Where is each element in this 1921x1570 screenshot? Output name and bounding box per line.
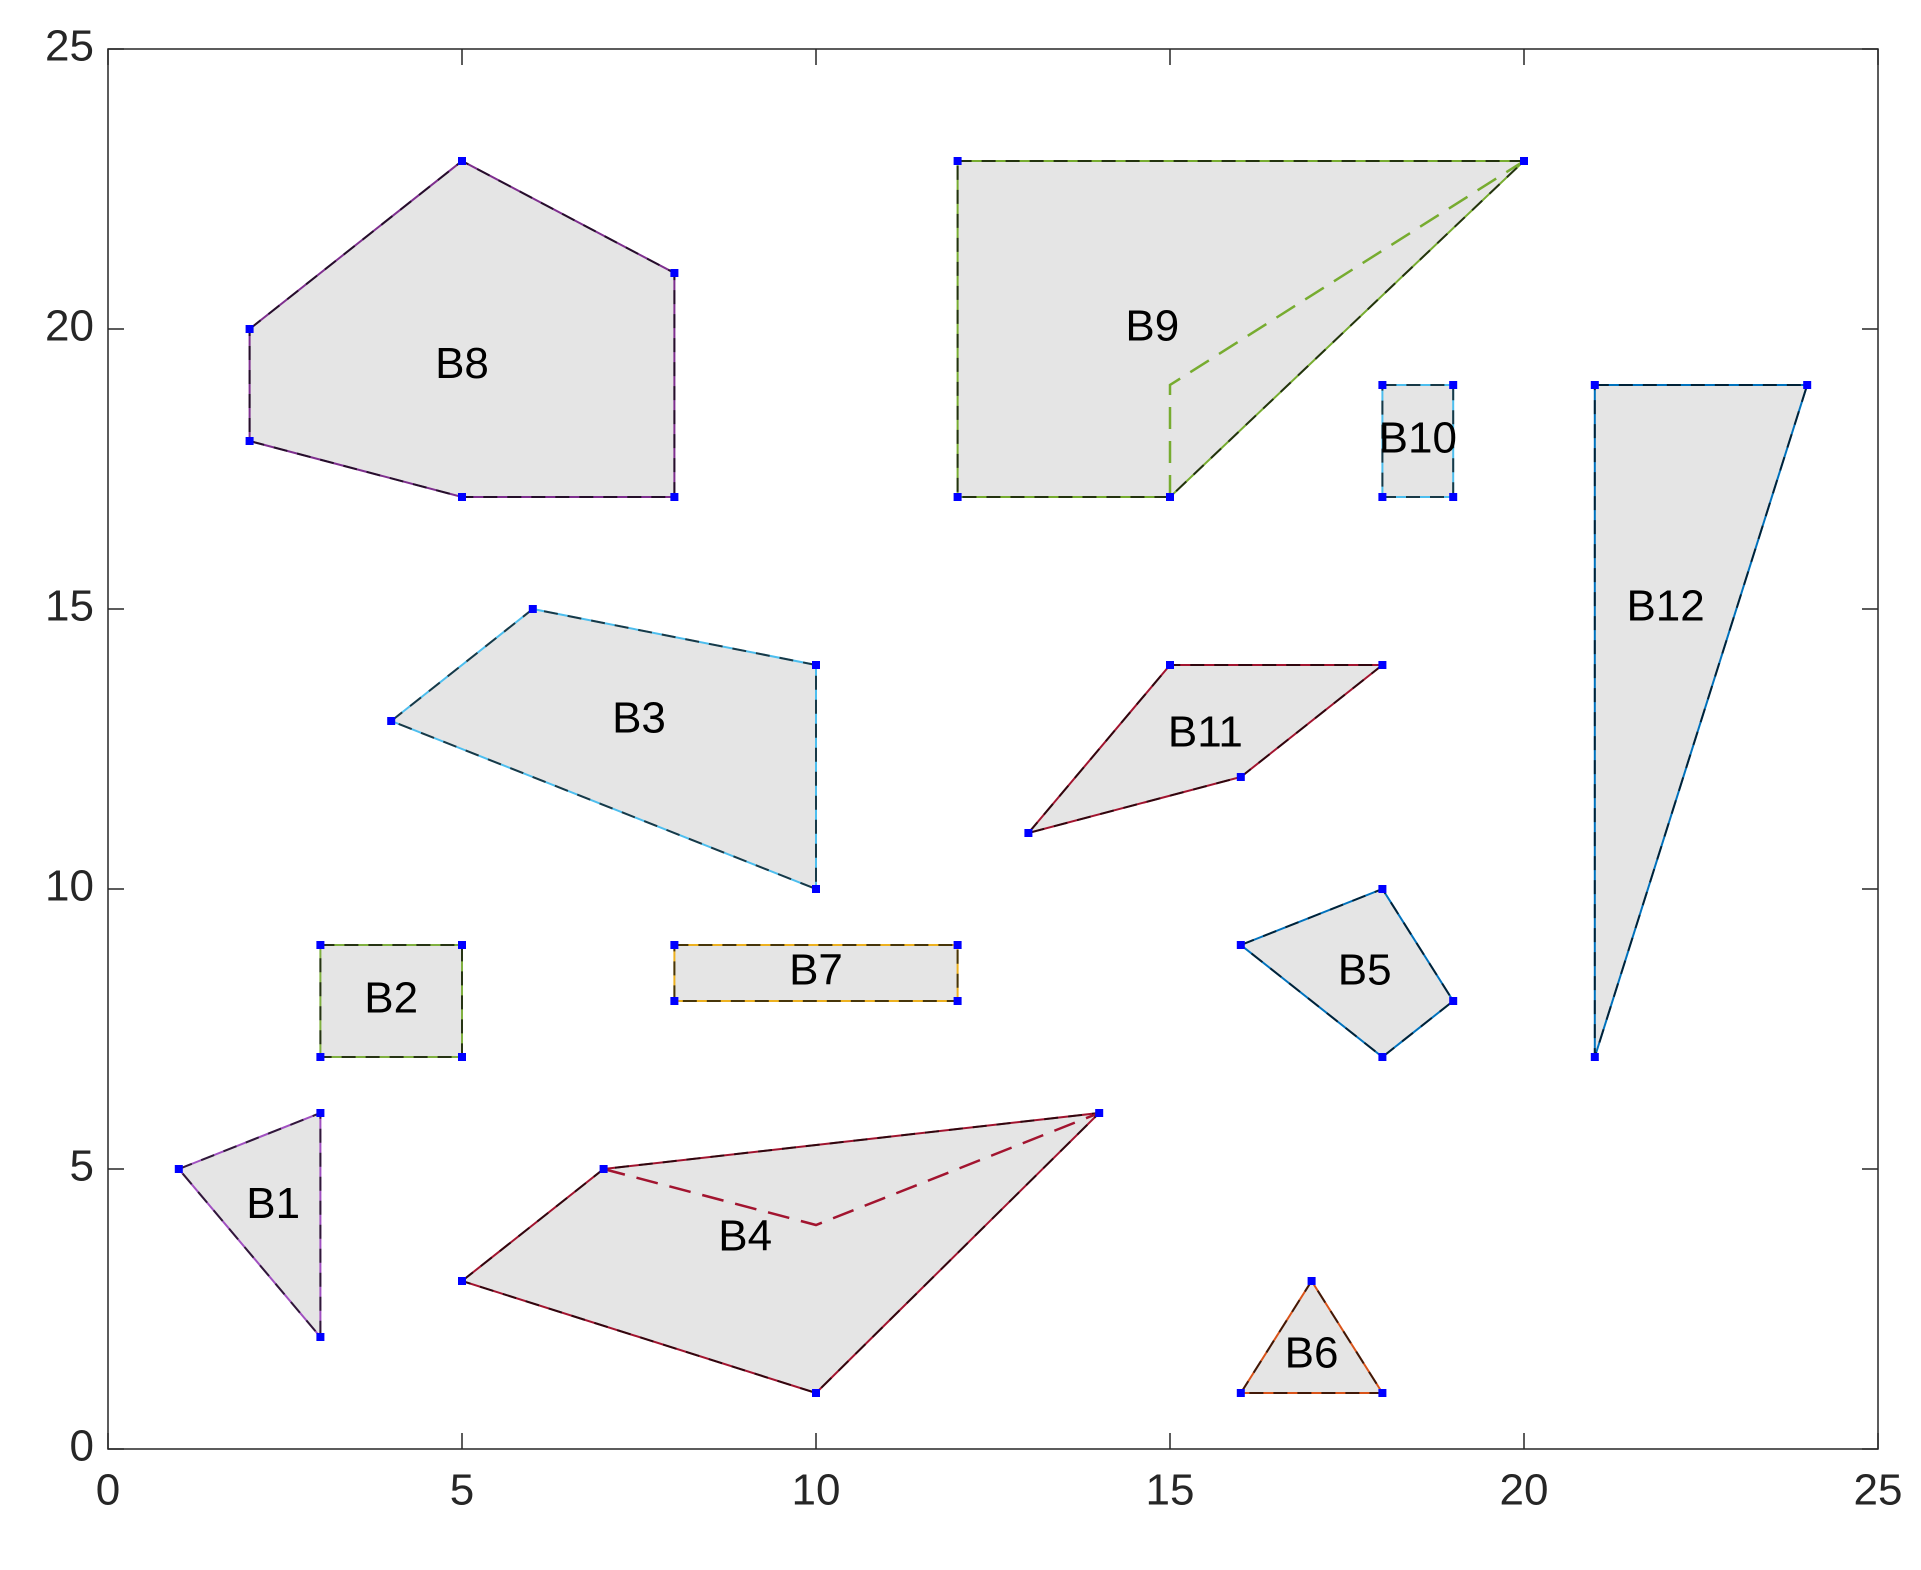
- vertex: [245, 437, 254, 445]
- vertex: [458, 493, 466, 501]
- vertex: [528, 605, 537, 613]
- vertex: [316, 1053, 325, 1061]
- vertex: [1378, 493, 1387, 501]
- vertex: [1095, 1109, 1104, 1117]
- vertex: [387, 717, 396, 725]
- vertex: [1236, 1389, 1245, 1397]
- vertex: [1378, 885, 1387, 893]
- y-tick-label: 0: [70, 1422, 94, 1471]
- vertex: [953, 157, 962, 165]
- vertex: [812, 661, 820, 669]
- vertex: [670, 941, 679, 949]
- vertex: [812, 885, 820, 893]
- shape-outline: [1238, 1279, 1385, 1394]
- vertex: [458, 941, 466, 949]
- shape-label: B10: [1379, 414, 1457, 463]
- vertex: [458, 1053, 466, 1061]
- vertex: [599, 1165, 608, 1173]
- vertex: [1166, 661, 1174, 669]
- vertex: [1024, 829, 1033, 837]
- shape-label: B1: [246, 1179, 300, 1228]
- x-tick-label: 0: [96, 1466, 120, 1515]
- x-tick-label: 20: [1500, 1466, 1549, 1515]
- y-tick-label: 20: [45, 302, 94, 351]
- vertex: [458, 157, 466, 165]
- cut-line: [603, 1111, 1100, 1227]
- vertex: [1449, 493, 1458, 501]
- y-tick-label: 5: [70, 1142, 94, 1191]
- vertex: [316, 941, 325, 949]
- shape-label: B8: [435, 339, 489, 388]
- vertex: [670, 493, 679, 501]
- y-tick-label: 25: [45, 22, 94, 71]
- vertex: [1520, 157, 1528, 165]
- vertex: [316, 1333, 325, 1341]
- shape-outline: [956, 160, 1527, 498]
- vertex: [812, 1389, 820, 1397]
- shape-label: B7: [789, 946, 843, 995]
- shape-label: B2: [364, 974, 418, 1023]
- x-tick-label: 15: [1146, 1466, 1195, 1515]
- cut-line: [1168, 159, 1525, 497]
- shape-label: B4: [718, 1212, 772, 1261]
- vertex: [1590, 381, 1599, 389]
- vertex: [1803, 381, 1812, 389]
- vertex: [953, 493, 962, 501]
- vertex: [1236, 941, 1245, 949]
- y-tick-label: 15: [45, 582, 94, 631]
- vertex: [670, 997, 679, 1005]
- vertex: [1378, 661, 1387, 669]
- shape-label: B3: [612, 694, 666, 743]
- vertex: [1449, 997, 1458, 1005]
- vertex: [1307, 1277, 1316, 1285]
- vertex: [1590, 1053, 1599, 1061]
- vertex: [1378, 1053, 1387, 1061]
- shape-label: B12: [1626, 582, 1704, 631]
- vertex: [1378, 381, 1387, 389]
- vertex: [953, 997, 962, 1005]
- shape-label: B11: [1168, 708, 1243, 757]
- shape-outline: [177, 1111, 322, 1340]
- vertex: [670, 269, 679, 277]
- shape-label: B9: [1125, 302, 1179, 351]
- shape-outline: [1238, 887, 1455, 1059]
- x-tick-label: 25: [1854, 1466, 1903, 1515]
- vertex: [316, 1109, 325, 1117]
- x-tick-label: 5: [450, 1466, 474, 1515]
- shape-label: B6: [1285, 1328, 1339, 1377]
- vertex: [1166, 493, 1174, 501]
- vertex: [245, 325, 254, 333]
- shape-outline: [1381, 384, 1455, 498]
- vertex: [1378, 1389, 1387, 1397]
- vertex: [174, 1165, 183, 1173]
- shape-label: B5: [1338, 946, 1392, 995]
- shape-outline: [1593, 384, 1809, 1058]
- vertex: [1449, 381, 1458, 389]
- vertex: [953, 941, 962, 949]
- y-tick-label: 10: [45, 862, 94, 911]
- x-tick-label: 10: [792, 1466, 841, 1515]
- vertex: [458, 1277, 466, 1285]
- vertex: [1236, 773, 1245, 781]
